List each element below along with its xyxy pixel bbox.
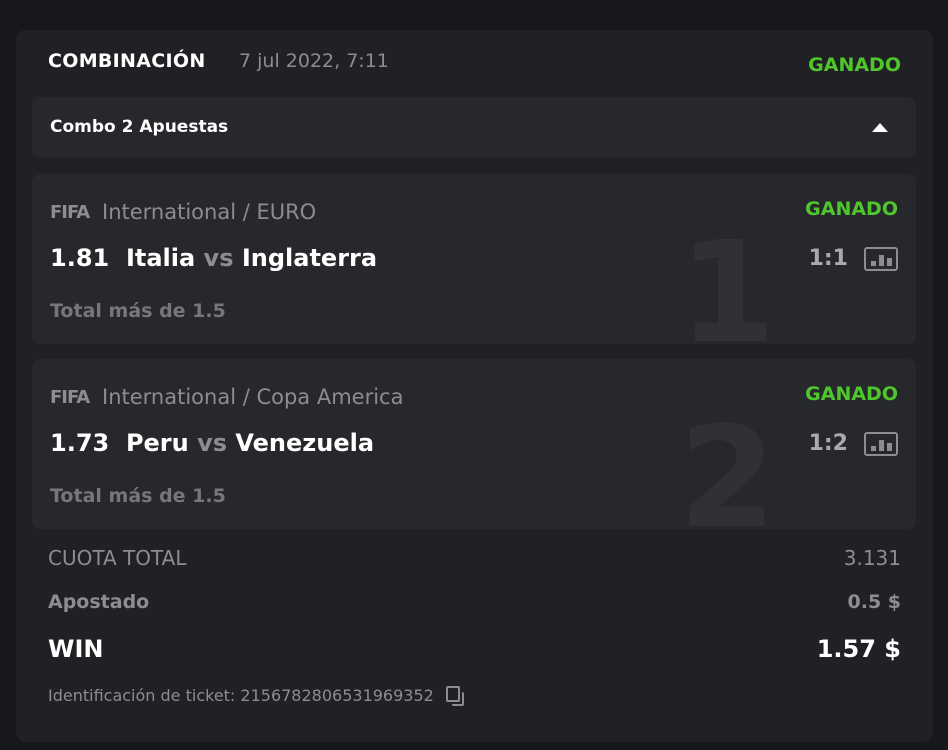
match: 1.81 Italia vs Inglaterra [50, 244, 377, 272]
home-team: Peru [125, 429, 189, 457]
league: International / Copa America [102, 385, 404, 409]
away-team: Inglaterra [241, 244, 378, 272]
win-label: WIN [48, 635, 104, 663]
ticket-type: COMBINACIÓN [48, 50, 206, 72]
bet-item: 2 FIFA International / Copa America GANA… [32, 359, 916, 529]
home-team: Italia [125, 244, 196, 272]
bet-item: 1 FIFA International / EURO GANADO 1.81 … [32, 174, 916, 344]
stats-icon[interactable] [864, 247, 898, 271]
score: 1:2 [808, 431, 848, 456]
odds: 1.81 [50, 244, 110, 272]
market: Total más de 1.5 [50, 300, 226, 322]
fifa-logo-icon: FIFA [50, 202, 90, 223]
staked-value: 0.5 $ [847, 591, 902, 613]
ticket-id-row: Identificación de ticket: 21567828065319… [48, 686, 901, 706]
caret-up-icon[interactable] [872, 123, 888, 132]
vs: vs [197, 429, 228, 457]
win-row: WIN 1.57 $ [48, 635, 901, 663]
win-value: 1.57 $ [816, 635, 901, 663]
total-odds-label: CUOTA TOTAL [48, 546, 187, 570]
bet-status: GANADO [805, 198, 898, 220]
ticket-id: Identificación de ticket: 21567828065319… [48, 686, 434, 705]
score: 1:1 [808, 246, 848, 271]
bet-index: 2 [678, 397, 776, 530]
away-team: Venezuela [235, 429, 375, 457]
staked-label: Apostado [48, 591, 150, 613]
bet-ticket-card: COMBINACIÓN 7 jul 2022, 7:11 GANADO Comb… [16, 30, 933, 742]
stats-icon[interactable] [864, 432, 898, 456]
match: 1.73 Peru vs Venezuela [50, 429, 374, 457]
ticket-date: 7 jul 2022, 7:11 [239, 50, 389, 72]
combo-toggle[interactable]: Combo 2 Apuestas [32, 97, 916, 157]
league: International / EURO [102, 200, 317, 224]
bet-status: GANADO [805, 383, 898, 405]
vs: vs [203, 244, 234, 272]
bet-index: 1 [678, 212, 776, 345]
ticket-status: GANADO [808, 54, 901, 76]
copy-icon[interactable] [445, 686, 464, 706]
odds: 1.73 [50, 429, 110, 457]
fifa-logo-icon: FIFA [50, 387, 90, 408]
total-odds-value: 3.131 [843, 546, 901, 570]
total-odds-row: CUOTA TOTAL 3.131 [48, 546, 901, 570]
staked-row: Apostado 0.5 $ [48, 591, 901, 613]
market: Total más de 1.5 [50, 485, 226, 507]
combo-label: Combo 2 Apuestas [50, 117, 229, 137]
